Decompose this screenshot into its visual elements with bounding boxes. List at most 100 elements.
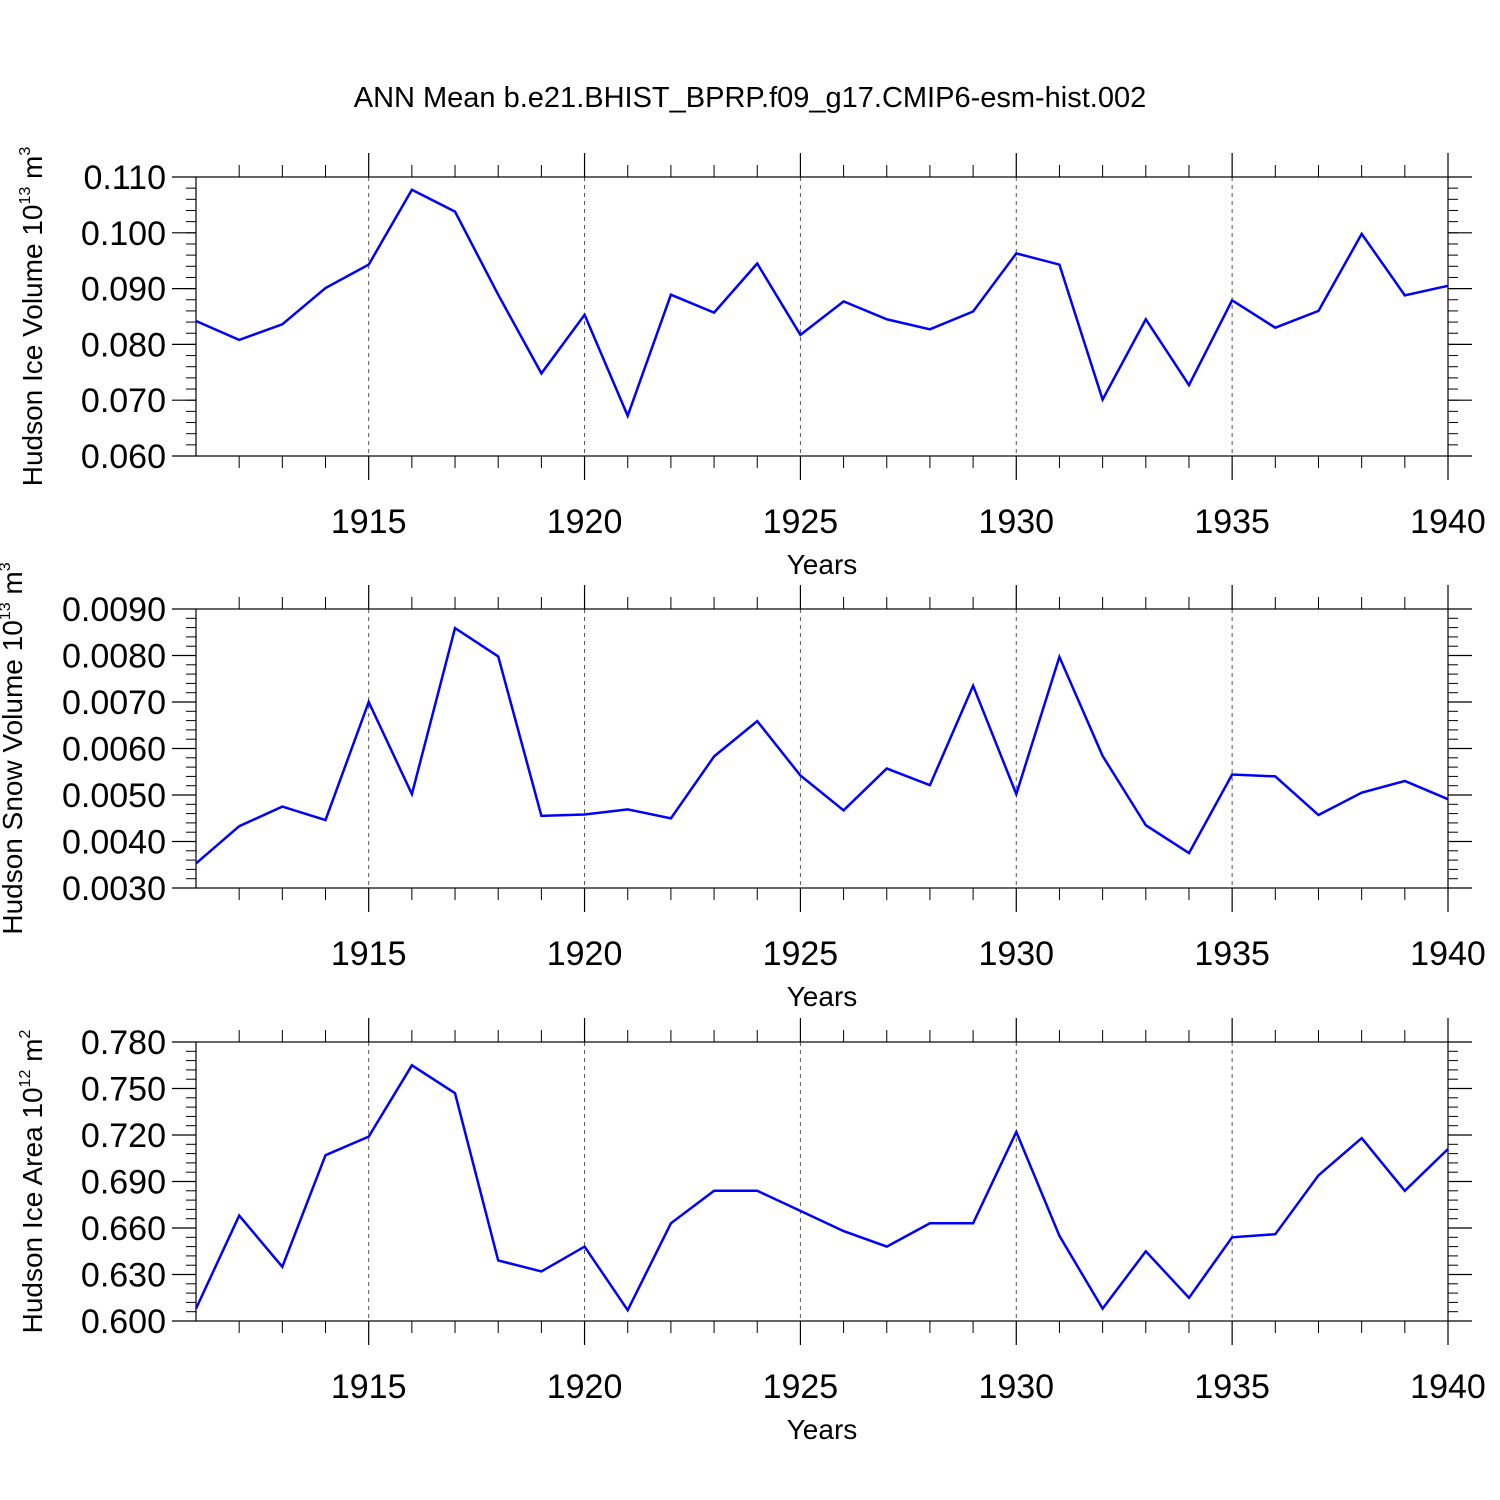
data-point bbox=[670, 817, 672, 819]
x-tick-label: 1930 bbox=[978, 1368, 1054, 1406]
data-point bbox=[756, 262, 758, 264]
plot-frame bbox=[195, 1041, 1449, 1322]
data-point bbox=[1317, 814, 1319, 816]
x-tick-label: 1915 bbox=[331, 503, 407, 541]
data-point bbox=[1015, 252, 1017, 254]
data-point bbox=[670, 294, 672, 296]
data-point bbox=[799, 334, 801, 336]
data-point bbox=[454, 1092, 456, 1094]
x-axis-label: Years bbox=[787, 1414, 858, 1445]
data-point bbox=[325, 1154, 327, 1156]
data-point bbox=[1404, 780, 1406, 782]
data-point bbox=[1015, 793, 1017, 795]
data-point bbox=[1231, 1236, 1233, 1238]
data-point bbox=[1188, 1297, 1190, 1299]
data-point bbox=[627, 415, 629, 417]
y-tick-label: 0.690 bbox=[81, 1164, 166, 1202]
data-point bbox=[756, 1190, 758, 1192]
data-point bbox=[497, 1260, 499, 1262]
data-point bbox=[1102, 755, 1104, 757]
y-axis-label: Hudson Snow Volume 1013 m3 bbox=[0, 562, 28, 934]
plot-frame bbox=[195, 608, 1449, 889]
data-point bbox=[540, 815, 542, 817]
data-point bbox=[1058, 1235, 1060, 1237]
y-tick-label: 0.0070 bbox=[62, 684, 166, 722]
x-tick-label: 1925 bbox=[763, 935, 839, 973]
x-tick-label: 1920 bbox=[547, 503, 623, 541]
data-point bbox=[1404, 1190, 1406, 1192]
data-point bbox=[1447, 285, 1449, 287]
data-point bbox=[1447, 1148, 1449, 1150]
y-tick-label: 0.0080 bbox=[62, 638, 166, 676]
data-point bbox=[368, 1136, 370, 1138]
data-point bbox=[411, 1064, 413, 1066]
data-point bbox=[1317, 1174, 1319, 1176]
data-point bbox=[325, 819, 327, 821]
data-point bbox=[670, 1222, 672, 1224]
y-axis-label: Hudson Ice Volume 1013 m3 bbox=[17, 147, 48, 487]
x-axis-label: Years bbox=[787, 981, 858, 1012]
data-point bbox=[1361, 792, 1363, 794]
x-tick-label: 1915 bbox=[331, 935, 407, 973]
chart-panel-3: 0.600 0.630 0.660 0.690 0.720 0.750 0.780 1915 1… bbox=[17, 1018, 1486, 1445]
x-tick-label: 1915 bbox=[331, 1368, 407, 1406]
data-point bbox=[584, 314, 586, 316]
data-point bbox=[1404, 294, 1406, 296]
data-point bbox=[540, 1270, 542, 1272]
data-point bbox=[195, 1308, 197, 1310]
data-point bbox=[929, 784, 931, 786]
data-point bbox=[627, 808, 629, 810]
data-point bbox=[584, 814, 586, 816]
x-tick-label: 1940 bbox=[1410, 1368, 1486, 1406]
series-line bbox=[194, 1063, 1449, 1313]
data-point bbox=[368, 264, 370, 266]
x-tick-label: 1930 bbox=[978, 503, 1054, 541]
data-point bbox=[713, 312, 715, 314]
chart-panel-1: 0.060 0.070 0.080 0.090 0.100 0.110 1915 1920 19… bbox=[17, 147, 1486, 580]
data-point bbox=[1447, 798, 1449, 800]
data-point bbox=[843, 809, 845, 811]
series-line bbox=[195, 188, 1449, 420]
data-point bbox=[886, 1246, 888, 1248]
data-point bbox=[497, 655, 499, 657]
y-tick-label: 0.080 bbox=[81, 326, 166, 364]
y-tick-label: 0.0050 bbox=[62, 777, 166, 815]
data-point bbox=[1058, 264, 1060, 266]
data-point bbox=[1361, 233, 1363, 235]
data-point bbox=[1058, 656, 1060, 658]
data-point bbox=[1231, 774, 1233, 776]
plot-frame bbox=[195, 176, 1449, 457]
x-tick-label: 1925 bbox=[763, 1368, 839, 1406]
data-point bbox=[799, 1210, 801, 1212]
data-point bbox=[411, 793, 413, 795]
data-point bbox=[454, 627, 456, 629]
data-point bbox=[929, 328, 931, 330]
chart-panel-2: 0.0030 0.0040 0.0050 0.0060 0.0070 0.0080 0.00… bbox=[0, 562, 1486, 1012]
data-point bbox=[1102, 399, 1104, 401]
data-point bbox=[325, 287, 327, 289]
data-point bbox=[1188, 852, 1190, 854]
data-point bbox=[843, 300, 845, 302]
x-tick-label: 1935 bbox=[1194, 1368, 1270, 1406]
data-point bbox=[886, 318, 888, 320]
data-point bbox=[756, 720, 758, 722]
data-point bbox=[1231, 299, 1233, 301]
y-tick-label: 0.100 bbox=[81, 215, 166, 253]
x-tick-label: 1935 bbox=[1194, 503, 1270, 541]
data-point bbox=[411, 189, 413, 191]
y-tick-label: 0.0090 bbox=[62, 591, 166, 629]
data-point bbox=[238, 825, 240, 827]
data-point bbox=[713, 1190, 715, 1192]
x-tick-label: 1940 bbox=[1410, 935, 1486, 973]
x-tick-label: 1920 bbox=[547, 1368, 623, 1406]
data-point bbox=[886, 767, 888, 769]
x-tick-label: 1930 bbox=[978, 935, 1054, 973]
data-point bbox=[281, 1266, 283, 1268]
data-point bbox=[1188, 384, 1190, 386]
data-point bbox=[540, 372, 542, 374]
data-point bbox=[1274, 1233, 1276, 1235]
y-tick-label: 0.780 bbox=[81, 1024, 166, 1062]
x-tick-label: 1920 bbox=[547, 935, 623, 973]
x-tick-label: 1940 bbox=[1410, 503, 1486, 541]
